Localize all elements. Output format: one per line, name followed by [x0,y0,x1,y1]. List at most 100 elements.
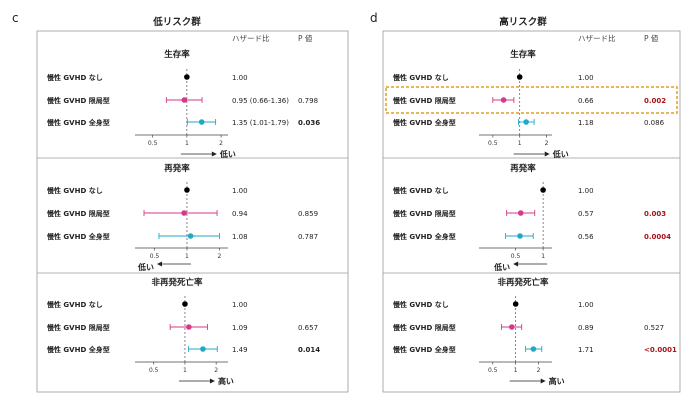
panel-d-section-2-x-tick-label: 1 [541,253,545,260]
panel-c-section-2-title: 再発率 [164,163,190,174]
panel-c-section-2-row-systemic-gvhd-label: 慢性 GVHD 全身型 [47,232,110,241]
panel-c-section-2-direction-arrowhead [156,261,162,267]
panel-c-hazard-ratio-header: ハザード比 [232,33,270,43]
panel-c-section-1-direction-label: 低い [219,149,236,159]
panel-d-section-1-title: 生存率 [510,49,536,60]
panel-d-section-3-row-restricted-gvhd-hazard-ratio: 0.89 [578,324,594,332]
panel-d-p-value-header: P 値 [644,33,659,43]
panel-d-section-2-row-systemic-gvhd-label: 慢性 GVHD 全身型 [393,232,456,241]
panel-d-section-2-row-systemic-gvhd-hazard-ratio: 0.56 [578,233,594,241]
panel-d-section-1-row-restricted-gvhd-p-value: 0.002 [644,97,666,105]
panel-d-section-1-x-tick-label: 2 [545,140,549,147]
panel-d-section-3-row-systemic-gvhd-hazard-ratio: 1.71 [578,346,594,354]
panel-c-label: c [12,11,19,25]
panel-d-section-3-x-tick-label: 0.5 [488,367,498,374]
panel-d-section-3-row-systemic-gvhd-point-estimate [530,346,537,352]
panel-d-section-2-direction-arrowhead [513,261,519,267]
panel-c-section-3-row-restricted-gvhd-label: 慢性 GVHD 限局型 [47,323,110,332]
panel-c-section-1-direction-arrowhead [211,151,217,157]
panel-d-title: 高リスク群 [499,16,547,28]
panel-d-frame [382,30,681,393]
panel-d-section-3-direction-arrowhead [540,378,546,384]
panel-d-section-2-x-tick-label: 0.5 [511,253,521,260]
panel-d-section-3-row-no-gvhd-hazard-ratio: 1.00 [578,301,594,309]
panel-d-section-1-highlight-box [385,86,678,114]
panel-c-section-2-row-no-gvhd-label: 慢性 GVHD なし [47,186,103,195]
panel-d-section-3-row-restricted-gvhd-point-estimate [509,324,515,330]
panel-c-section-1-row-no-gvhd-hazard-ratio: 1.00 [232,74,248,82]
panel-c-section-1-x-tick-label: 2 [219,140,223,147]
panel-d-section-2-row-restricted-gvhd-hazard-ratio: 0.57 [578,210,594,218]
panel-c-section-2-row-restricted-gvhd-point-estimate [181,210,187,216]
panel-d-section-1-row-systemic-gvhd-point-estimate [523,119,529,125]
panel-c-section-3-x-tick-label: 1 [183,367,187,374]
panel-d-section-1-row-restricted-gvhd-hazard-ratio: 0.66 [578,97,594,105]
panel-d-section-3-row-no-gvhd-point-estimate [512,301,519,307]
panel-c-section-2-row-systemic-gvhd-p-value: 0.787 [298,233,318,241]
panel-c-section-3-row-no-gvhd-point-estimate [182,301,188,307]
panel-d-section-3-row-no-gvhd-label: 慢性 GVHD なし [393,300,449,309]
panel-c-section-2-row-no-gvhd-hazard-ratio: 1.00 [232,187,248,195]
panel-d-section-1-row-no-gvhd-hazard-ratio: 1.00 [578,74,594,82]
panel-d-section-2-row-no-gvhd-hazard-ratio: 1.00 [578,187,594,195]
panel-d-section-2-row-restricted-gvhd-point-estimate [517,210,524,216]
panel-c-section-1-x-tick-label: 0.5 [148,140,158,147]
panel-c-section-3-x-tick-label: 0.5 [149,367,159,374]
panel-c-section-1-row-restricted-gvhd-point-estimate [181,97,188,103]
panel-d-section-2-row-systemic-gvhd-p-value: 0.0004 [644,233,671,241]
panel-c-section-2-row-no-gvhd-point-estimate [184,187,190,193]
panel-d-section-3-title: 非再発死亡率 [497,277,549,288]
panel-c-title: 低リスク群 [152,16,201,28]
panel-c-section-3-title: 非再発死亡率 [151,277,203,288]
panel-d-section-1-row-systemic-gvhd-label: 慢性 GVHD 全身型 [393,118,456,127]
panel-d-section-2-row-no-gvhd-point-estimate [540,187,546,193]
panel-d-section-1-row-systemic-gvhd-p-value: 0.086 [644,119,665,127]
panel-c-p-value-header: P 値 [298,33,313,43]
panel-c-section-1-row-systemic-gvhd-p-value: 0.036 [298,119,320,127]
panel-d-section-1-row-restricted-gvhd-label: 慢性 GVHD 限局型 [393,96,456,105]
panel-c-section-3-row-systemic-gvhd-p-value: 0.014 [298,346,320,354]
panel-c-section-2-direction-label: 低い [137,262,154,272]
panel-d-section-1-x-tick-label: 0.5 [488,140,498,147]
panel-d-label: d [370,11,378,25]
panel-d-section-1-row-no-gvhd-label: 慢性 GVHD なし [393,73,449,82]
panel-c-section-2-row-systemic-gvhd-hazard-ratio: 1.08 [232,233,248,241]
panel-d-section-1-x-tick-label: 1 [518,140,522,147]
panel-d-section-2-row-systemic-gvhd-point-estimate [517,233,523,239]
panel-d-section-3-direction-label: 高い [549,376,565,386]
panel-c-section-2-row-restricted-gvhd-hazard-ratio: 0.94 [232,210,248,218]
panel-d-section-3-row-systemic-gvhd-p-value: <0.0001 [644,346,677,354]
panel-c-section-1-x-tick-label: 1 [185,140,189,147]
panel-c-frame [36,30,349,393]
panel-c-section-3-row-no-gvhd-hazard-ratio: 1.00 [232,301,248,309]
panel-d-section-2-row-restricted-gvhd-p-value: 0.003 [644,210,666,218]
panel-c-section-1-row-no-gvhd-point-estimate [184,74,190,80]
panel-d-section-1-direction-label: 低い [552,149,569,159]
panel-d-section-1-row-systemic-gvhd-hazard-ratio: 1.18 [578,119,594,127]
panel-d-section-1-row-restricted-gvhd-point-estimate [500,97,507,103]
panel-c-section-1-row-restricted-gvhd-p-value: 0.798 [298,97,318,105]
panel-c-section-1-row-systemic-gvhd-point-estimate [198,119,205,125]
panel-c-section-1-title: 生存率 [164,49,190,60]
panel-d-section-2-direction-label: 低い [493,262,510,272]
panel-c-section-2-row-restricted-gvhd-label: 慢性 GVHD 限局型 [47,209,110,218]
panel-c-section-2-x-tick-label: 1 [185,253,189,260]
panel-d-section-2-row-restricted-gvhd-label: 慢性 GVHD 限局型 [393,209,456,218]
panel-c-section-3-direction-label: 高い [218,376,234,386]
panel-d-section-3-row-restricted-gvhd-label: 慢性 GVHD 限局型 [393,323,456,332]
panel-c-section-3-row-restricted-gvhd-hazard-ratio: 1.09 [232,324,248,332]
panel-d-section-1-row-no-gvhd-point-estimate [516,74,523,80]
panel-c-section-1-row-systemic-gvhd-label: 慢性 GVHD 全身型 [47,118,110,127]
panel-c-section-3-x-tick-label: 2 [214,367,218,374]
panel-c-section-1-row-no-gvhd-label: 慢性 GVHD なし [47,73,103,82]
panel-c-section-3-row-no-gvhd-label: 慢性 GVHD なし [47,300,103,309]
panel-c-section-2-row-restricted-gvhd-p-value: 0.859 [298,210,318,218]
panel-d-section-2-row-no-gvhd-label: 慢性 GVHD なし [393,186,449,195]
panel-c-section-1-row-restricted-gvhd-label: 慢性 GVHD 限局型 [47,96,110,105]
panel-d-section-1-direction-arrowhead [544,151,550,157]
panel-c-section-3-row-systemic-gvhd-label: 慢性 GVHD 全身型 [47,345,110,354]
panel-d-section-3-x-tick-label: 1 [514,367,518,374]
panel-c-section-3-row-systemic-gvhd-hazard-ratio: 1.49 [232,346,248,354]
panel-d-section-2-title: 再発率 [510,163,536,174]
